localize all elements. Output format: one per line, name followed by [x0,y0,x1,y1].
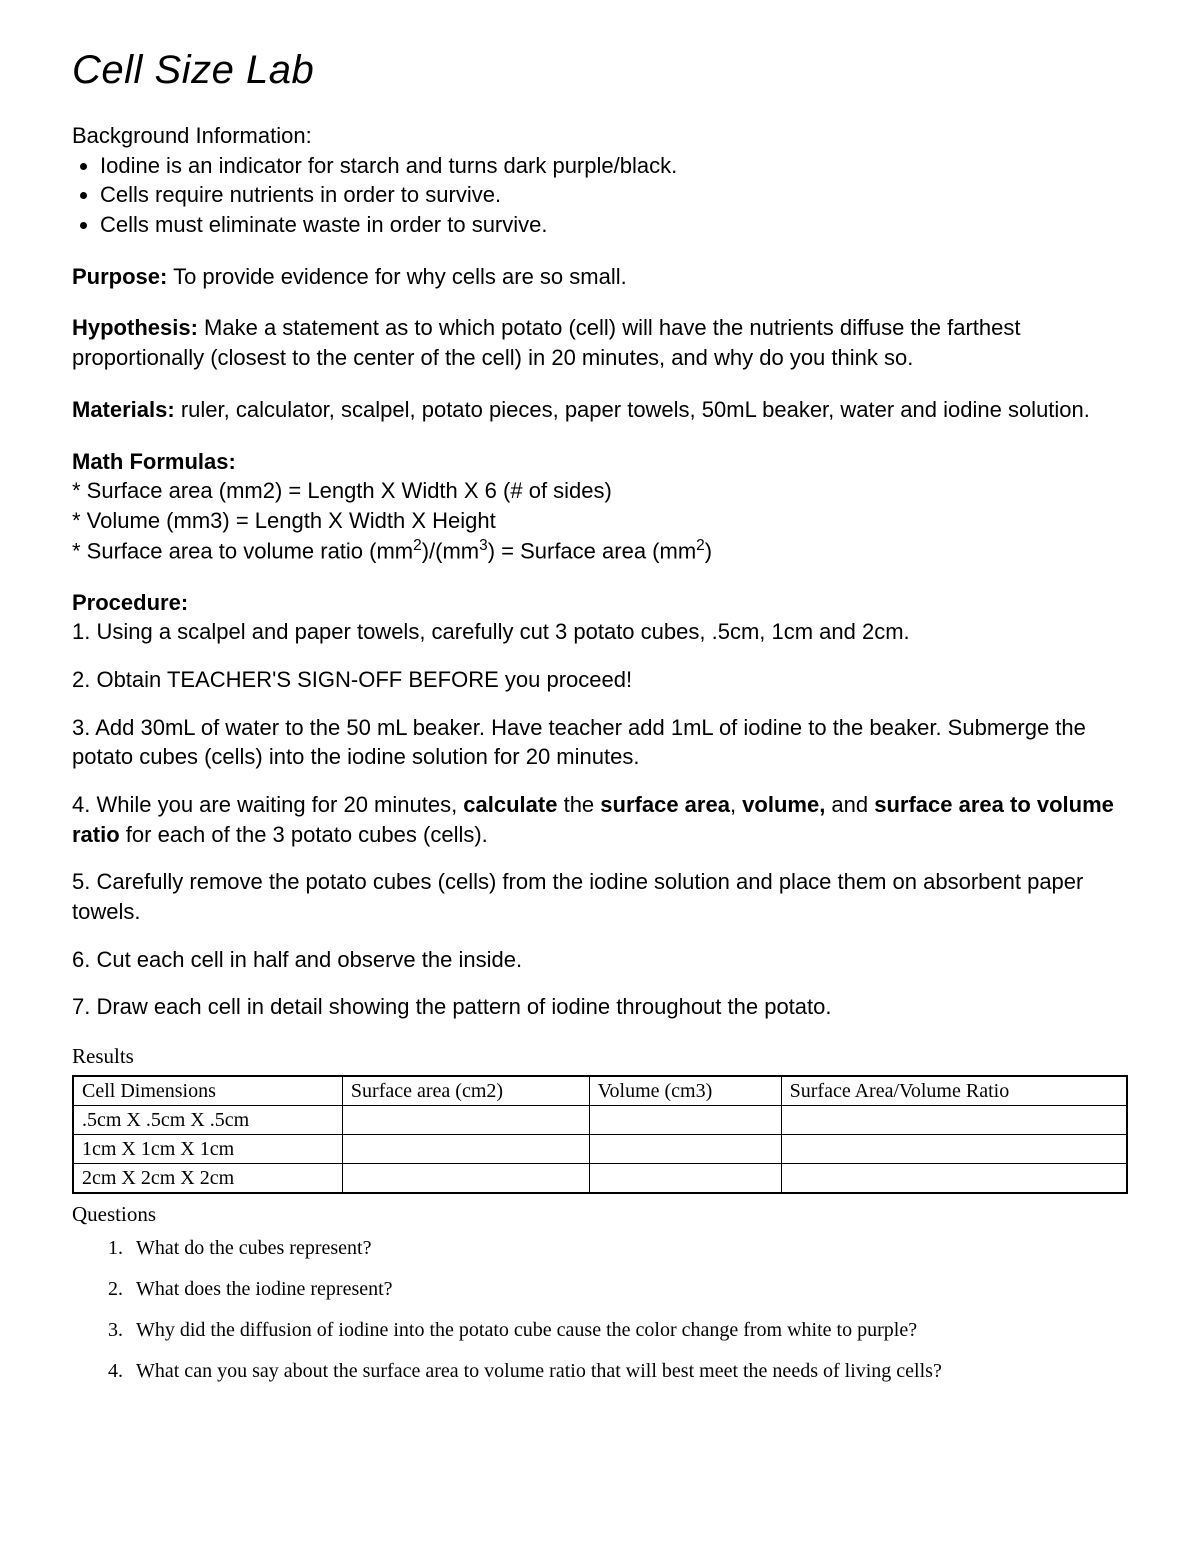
step-bold: calculate [463,792,557,817]
formula-line: * Surface area (mm2) = Length X Width X … [72,476,1128,506]
questions-heading: Questions [72,1202,1128,1227]
hypothesis-label: Hypothesis: [72,315,198,340]
formula-text: ) [705,538,712,563]
step-text: 4. While you are waiting for 20 minutes, [72,792,463,817]
table-header: Volume (cm3) [589,1076,781,1106]
table-row: 1cm X 1cm X 1cm [73,1135,1127,1164]
table-header: Cell Dimensions [73,1076,342,1106]
results-table: Cell Dimensions Surface area (cm2) Volum… [72,1075,1128,1194]
background-item: Cells require nutrients in order to surv… [100,180,1128,210]
table-cell [589,1135,781,1164]
procedure-step: 4. While you are waiting for 20 minutes,… [72,790,1128,849]
table-cell [342,1164,589,1194]
procedure-step: 1. Using a scalpel and paper towels, car… [72,617,1128,647]
table-cell [781,1106,1127,1135]
superscript: 2 [696,537,705,554]
procedure-step: 6. Cut each cell in half and observe the… [72,945,1128,975]
procedure-section: Procedure: 1. Using a scalpel and paper … [72,588,1128,1023]
question-item: What does the iodine represent? [128,1278,1128,1301]
table-header: Surface area (cm2) [342,1076,589,1106]
formula-text: * Surface area to volume ratio (mm [72,538,413,563]
background-heading: Background Information: [72,123,312,148]
step-bold: surface area [600,792,730,817]
table-cell: 1cm X 1cm X 1cm [73,1135,342,1164]
question-item: Why did the diffusion of iodine into the… [128,1319,1128,1342]
hypothesis-text: Make a statement as to which potato (cel… [72,315,1021,370]
procedure-step: 3. Add 30mL of water to the 50 mL beaker… [72,713,1128,772]
step-bold: volume, [742,792,825,817]
step-text: , [730,792,742,817]
table-cell [342,1106,589,1135]
background-section: Background Information: Iodine is an ind… [72,121,1128,240]
step-text: for each of the 3 potato cubes (cells). [120,822,488,847]
procedure-step: 5. Carefully remove the potato cubes (ce… [72,867,1128,926]
background-list: Iodine is an indicator for starch and tu… [72,151,1128,240]
formula-text: ) = Surface area (mm [488,538,696,563]
table-header-row: Cell Dimensions Surface area (cm2) Volum… [73,1076,1127,1106]
step-text: the [557,792,600,817]
formulas-heading: Math Formulas: [72,447,1128,477]
table-cell: 2cm X 2cm X 2cm [73,1164,342,1194]
table-header: Surface Area/Volume Ratio [781,1076,1127,1106]
purpose-text: To provide evidence for why cells are so… [167,264,626,289]
superscript: 3 [479,537,488,554]
formula-line: * Surface area to volume ratio (mm2)/(mm… [72,536,1128,566]
formula-line: * Volume (mm3) = Length X Width X Height [72,506,1128,536]
background-item: Cells must eliminate waste in order to s… [100,210,1128,240]
question-item: What can you say about the surface area … [128,1360,1128,1383]
purpose-label: Purpose: [72,264,167,289]
materials-section: Materials: ruler, calculator, scalpel, p… [72,395,1128,425]
table-row: 2cm X 2cm X 2cm [73,1164,1127,1194]
table-cell [589,1106,781,1135]
procedure-step: 7. Draw each cell in detail showing the … [72,992,1128,1022]
table-cell [342,1135,589,1164]
page-title: Cell Size Lab [72,48,1128,93]
results-heading: Results [72,1044,1128,1069]
purpose-section: Purpose: To provide evidence for why cel… [72,262,1128,292]
table-cell [781,1135,1127,1164]
procedure-heading: Procedure: [72,588,1128,618]
table-cell [589,1164,781,1194]
materials-text: ruler, calculator, scalpel, potato piece… [175,397,1090,422]
materials-label: Materials: [72,397,175,422]
superscript: 2 [413,537,422,554]
background-item: Iodine is an indicator for starch and tu… [100,151,1128,181]
formulas-section: Math Formulas: * Surface area (mm2) = Le… [72,447,1128,566]
table-cell: .5cm X .5cm X .5cm [73,1106,342,1135]
question-item: What do the cubes represent? [128,1237,1128,1260]
table-cell [781,1164,1127,1194]
procedure-step: 2. Obtain TEACHER'S SIGN-OFF BEFORE you … [72,665,1128,695]
hypothesis-section: Hypothesis: Make a statement as to which… [72,313,1128,372]
questions-list: What do the cubes represent? What does t… [72,1237,1128,1383]
step-text: and [825,792,874,817]
table-row: .5cm X .5cm X .5cm [73,1106,1127,1135]
formula-text: )/(mm [422,538,479,563]
lab-document: Cell Size Lab Background Information: Io… [0,0,1200,1553]
